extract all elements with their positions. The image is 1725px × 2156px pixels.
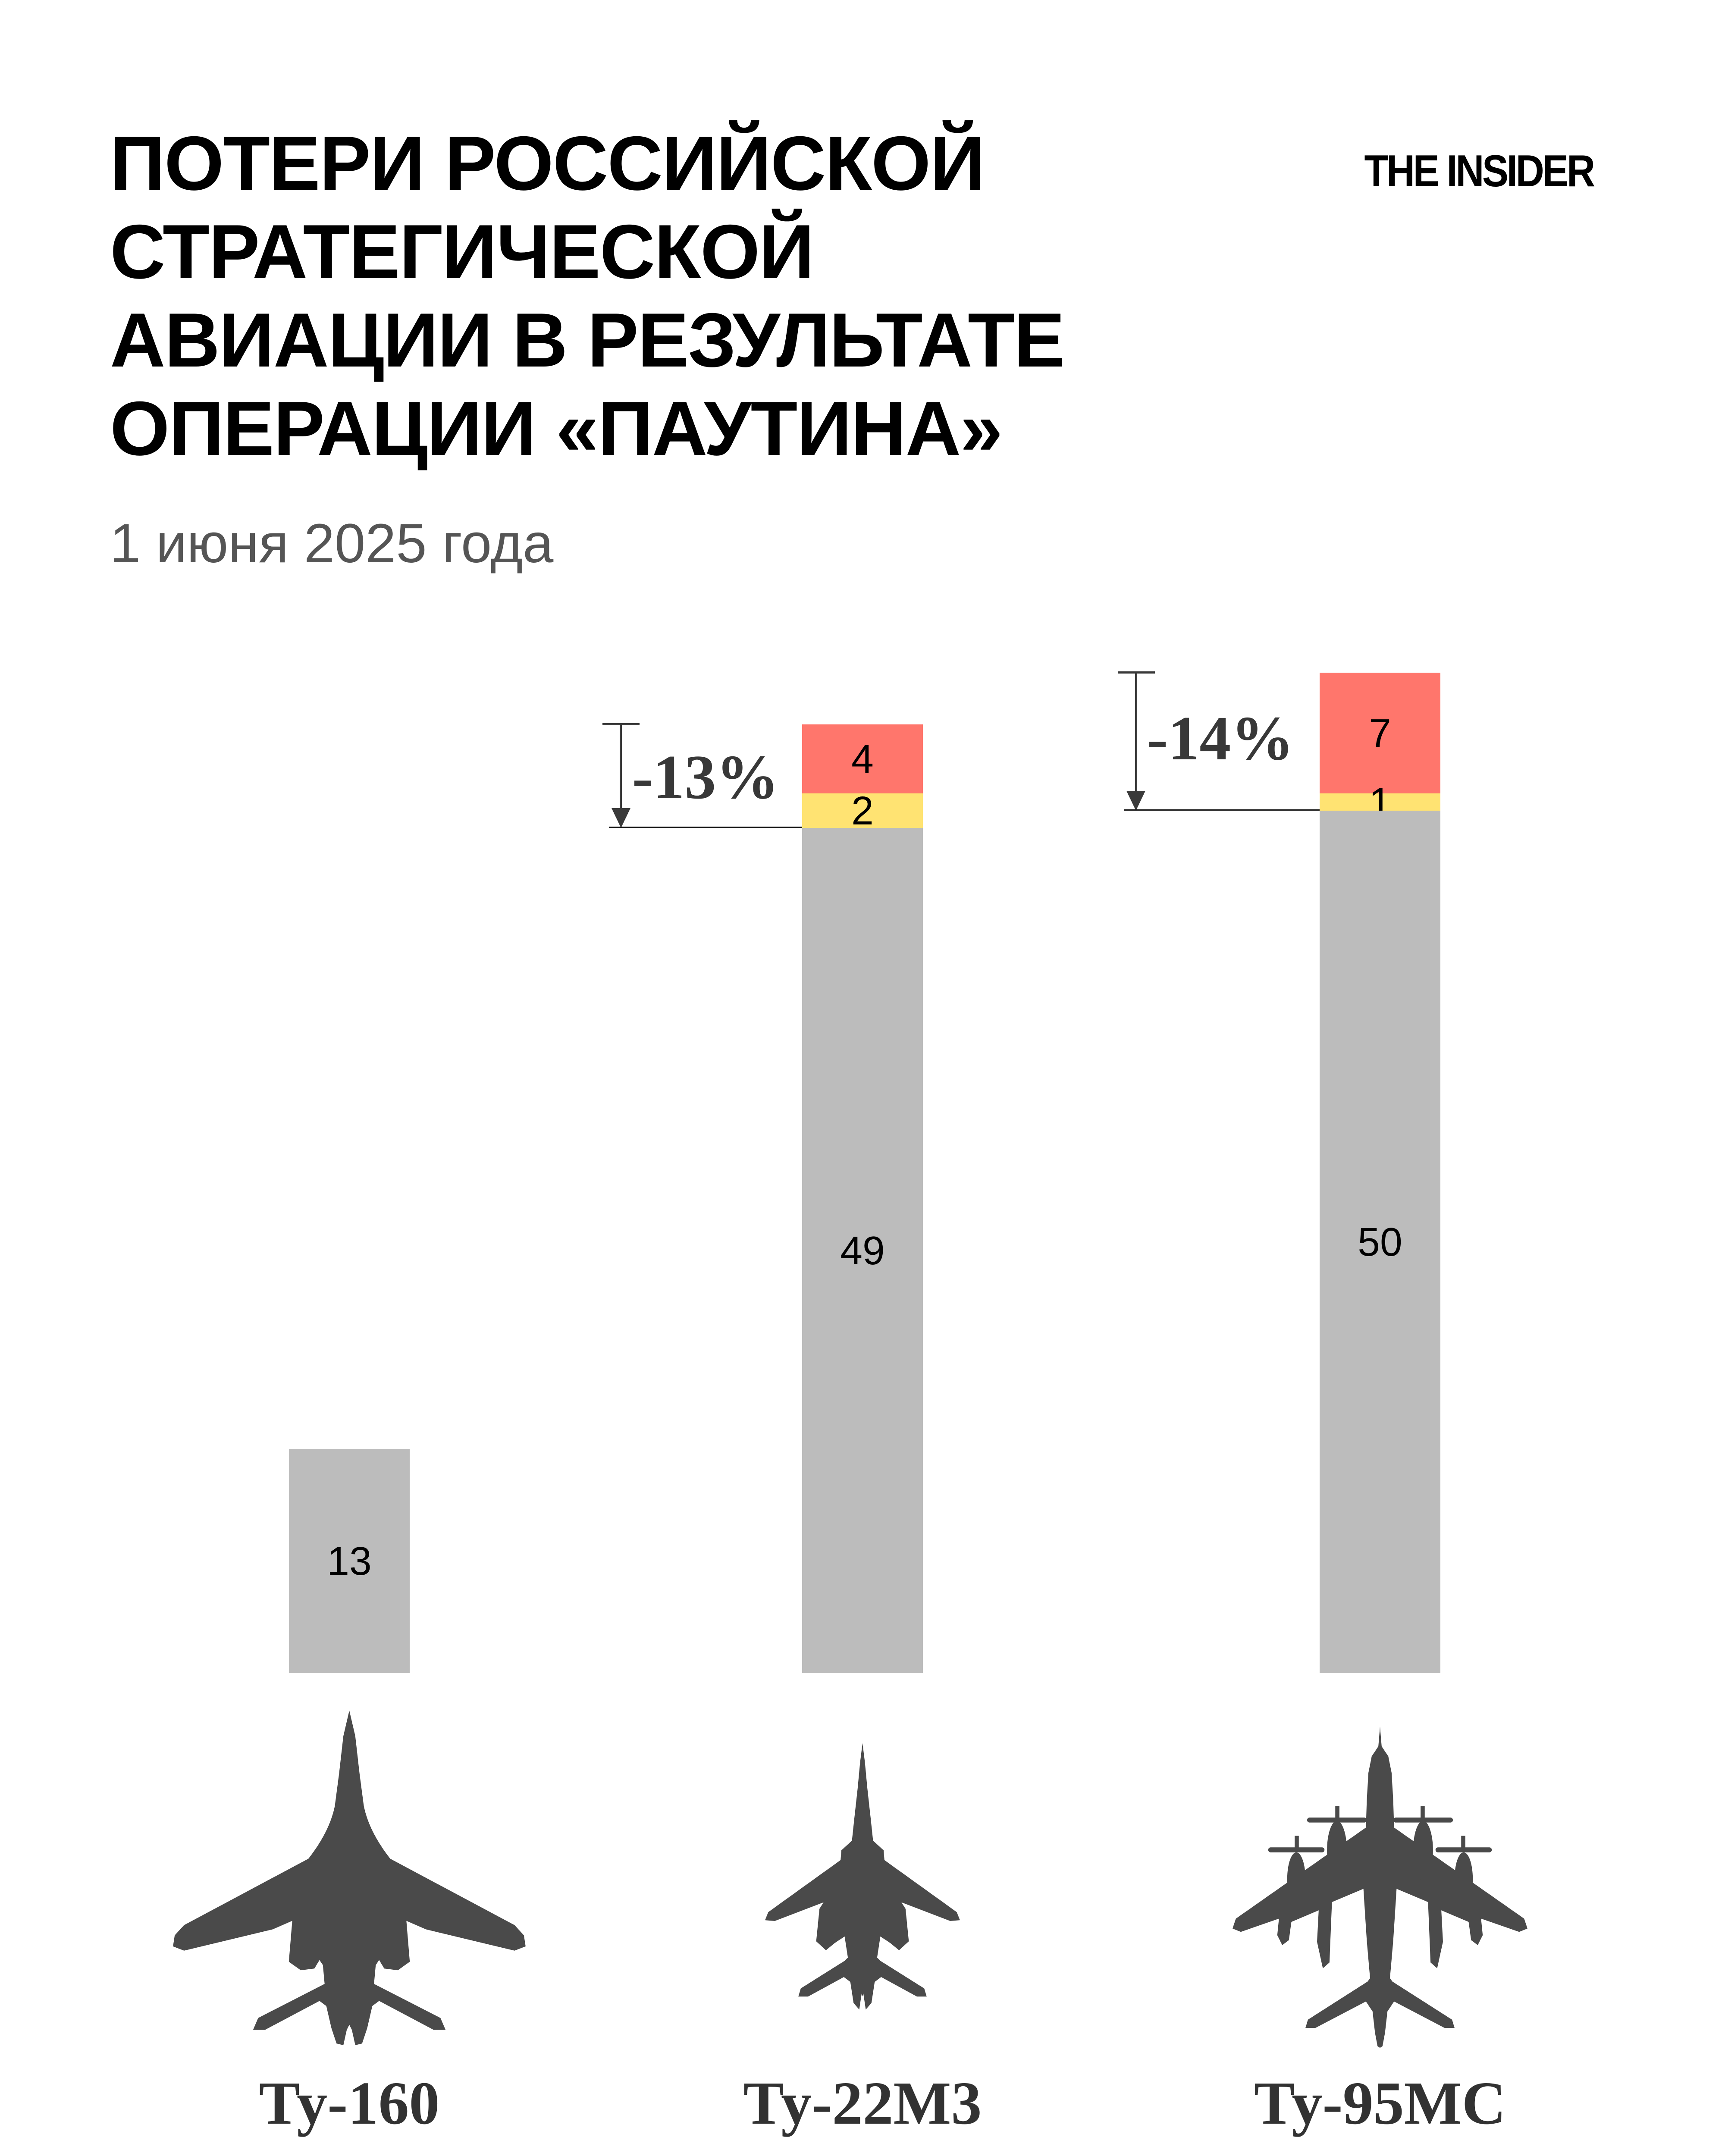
category-label-tu-22m3: Ту-22М3 [743, 2069, 982, 2137]
the-insider-logo: THE INSIDER [1364, 146, 1596, 196]
segment-value-label: 2 [851, 788, 874, 833]
stacked-bar-tu-160: 13 [289, 1449, 410, 1673]
segment-damaged: 1 [1320, 782, 1440, 822]
decrease-arrow-top-tick [602, 723, 640, 725]
segment-damaged: 2 [802, 788, 923, 833]
decrease-arrowhead-icon [1126, 791, 1145, 811]
segment-remaining: 13 [289, 1449, 410, 1673]
decrease-arrow-line [1135, 673, 1137, 792]
decrease-arrow-top-tick [1118, 671, 1155, 674]
stacked-bar-tu-95ms: 7 1 50 [1320, 673, 1440, 1673]
segment-remaining: 50 [1320, 811, 1440, 1673]
decrease-percent-label: -14% [1147, 703, 1294, 773]
level-guide-line [609, 827, 802, 828]
category-label-tu-95ms: Ту-95МС [1254, 2069, 1506, 2137]
category-label-tu-160: Ту-160 [259, 2069, 440, 2137]
page-title: ПОТЕРИ РОССИЙСКОЙ СТРАТЕГИЧЕСКОЙ АВИАЦИИ… [110, 120, 1065, 471]
segment-value-label: 7 [1369, 710, 1391, 755]
segment-value-label: 49 [840, 1228, 885, 1273]
tu-160-silhouette-icon [170, 1705, 528, 2046]
segment-destroyed: 7 [1320, 673, 1440, 793]
decrease-percent-label: -13% [632, 742, 779, 812]
decrease-arrow-line [620, 724, 622, 809]
segment-value-label: 13 [327, 1538, 372, 1583]
level-guide-line [1124, 809, 1320, 811]
segment-value-label: 50 [1358, 1219, 1402, 1264]
decrease-arrowhead-icon [612, 808, 630, 828]
segment-remaining: 49 [802, 828, 923, 1673]
tu-22m3-silhouette-icon [757, 1740, 968, 2012]
date-subtitle: 1 июня 2025 года [110, 513, 554, 574]
segment-destroyed: 4 [802, 724, 923, 793]
tu-95ms-silhouette-icon [1223, 1725, 1537, 2049]
segment-value-label: 4 [851, 736, 874, 781]
stacked-bar-tu-22m3: 4 2 49 [802, 724, 923, 1673]
